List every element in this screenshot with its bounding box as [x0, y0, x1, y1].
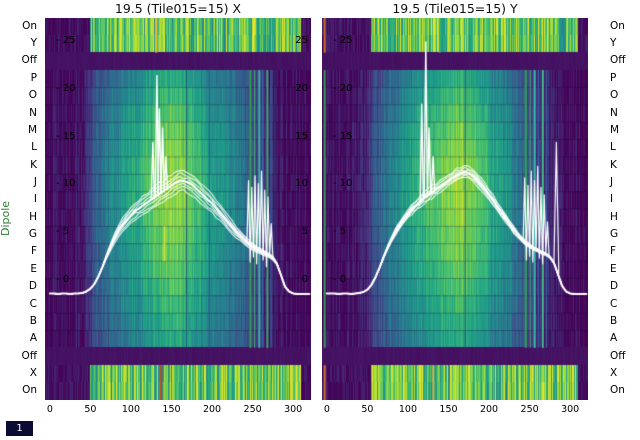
x-tick-label: 200: [202, 404, 222, 415]
dipole-label-left: E: [30, 262, 37, 275]
dipole-label-right: J: [610, 175, 614, 188]
y-tick-label-left: - 20: [56, 82, 76, 94]
panel-title-x: 19.5 (Tile015=15) X: [114, 1, 242, 16]
x-tick-label: 250: [243, 404, 262, 415]
dipole-labels-right: On Y Off P O N M L K J I H G F E D C B A Off X On: [607, 0, 640, 440]
dipole-label-left: Off: [21, 349, 38, 362]
x-tick-label: 0: [46, 404, 53, 415]
dipole-label-left: X: [29, 366, 37, 379]
dipole-label-right: Off: [610, 349, 626, 362]
dipole-label-left: I: [33, 193, 37, 206]
dipole-label-right: G: [610, 228, 619, 241]
y-tick-label-left: - 5: [333, 226, 347, 238]
y-tick-label-left: - 5: [56, 226, 70, 238]
dipole-label-left: P: [30, 71, 37, 84]
y-tick-label-right: 25: [295, 35, 308, 46]
y-tick-label-left: - 0: [333, 274, 347, 285]
dipole-label-right: H: [610, 210, 618, 223]
heatmap-canvas-y: [322, 18, 588, 400]
dipole-label-right: O: [610, 89, 619, 102]
y-tick-label-right: 20: [295, 82, 308, 94]
heatmap-panel-y: - 25 - 20 - 15 - 10 - 5 - 0 0 50 100 150 200 250 300: [322, 18, 588, 415]
x-tick-label: 50: [361, 404, 374, 415]
dipole-label-right: E: [610, 262, 617, 275]
y-tick-label-right: 15: [295, 130, 308, 142]
x-tick-label: 100: [398, 404, 418, 415]
dipole-label-left: Off: [21, 54, 38, 67]
dipole-label-right: C: [610, 297, 618, 310]
y-tick-label-right: 5: [301, 226, 308, 238]
x-tick-label: 300: [284, 404, 303, 415]
dipole-label-left: N: [29, 106, 37, 119]
dipole-label-right: N: [610, 106, 618, 119]
dipole-label-right: F: [610, 245, 617, 258]
dipole-label-right: I: [610, 193, 614, 206]
y-tick-label-left: - 10: [333, 178, 353, 190]
dipole-label-left: C: [29, 297, 37, 310]
dipole-label-left: A: [29, 332, 37, 345]
panel-title-y: 19.5 (Tile015=15) Y: [392, 1, 518, 16]
x-tick-label: 150: [439, 404, 458, 415]
x-tick-label: 100: [121, 404, 141, 415]
dipole-label-left: L: [31, 141, 37, 154]
dipole-label-right: Y: [610, 37, 617, 50]
x-tick-label: 0: [323, 404, 330, 415]
dipole-label-right: P: [610, 71, 617, 84]
dipole-label-left: On: [22, 384, 37, 397]
dipole-label-right: K: [610, 158, 617, 171]
dipole-label-left: D: [28, 280, 37, 293]
dipole-label-left: G: [28, 228, 37, 241]
dipole-label-left: B: [29, 314, 37, 327]
dipole-label-right: X: [610, 366, 618, 379]
dipole-label-right: B: [610, 314, 618, 327]
x-tick-label: 250: [520, 404, 539, 415]
page-indicator[interactable]: 1: [6, 421, 33, 436]
y-tick-label-left: - 25: [333, 35, 353, 46]
dipole-label-left: On: [22, 19, 37, 32]
dipole-label-left: Y: [30, 37, 37, 50]
x-tick-label: 50: [84, 404, 97, 415]
dipole-label-right: On: [610, 19, 625, 32]
heatmap-canvas-x: [45, 18, 311, 400]
y-tick-label-right: 10: [295, 178, 308, 190]
dipole-label-right: D: [610, 280, 619, 293]
dipole-label-left: O: [28, 89, 37, 102]
y-tick-label-left: - 20: [333, 82, 353, 94]
dipole-label-right: Off: [610, 54, 626, 67]
y-tick-label-left: - 15: [333, 130, 353, 142]
dipole-label-right: M: [610, 123, 620, 136]
x-tick-label: 150: [162, 404, 181, 415]
y-tick-label-left: - 15: [56, 130, 76, 142]
dipole-label-right: A: [610, 332, 618, 345]
y-tick-label-left: - 25: [56, 35, 76, 46]
dipole-labels-left: On Y Off P O N M L K J I H G F E D C B A Off X On: [0, 0, 40, 440]
dipole-label-right: L: [610, 141, 616, 154]
x-tick-label: 300: [561, 404, 580, 415]
y-tick-label-left: - 0: [56, 274, 70, 285]
dipole-label-left: K: [30, 158, 37, 171]
x-tick-label: 200: [479, 404, 499, 415]
heatmap-panel-x: - 25 25 - 20 20 - 15 15 - 10 10 - 5 5 - 0 0 0 50 100 15…: [45, 18, 311, 415]
dipole-label-left: F: [30, 245, 37, 258]
dipole-label-left: J: [33, 175, 37, 188]
dipole-label-right: On: [610, 384, 625, 397]
y-tick-label-left: - 10: [56, 178, 76, 190]
dipole-label-left: H: [29, 210, 37, 223]
y-tick-label-right: 0: [301, 274, 308, 285]
dipole-label-left: M: [27, 123, 37, 136]
